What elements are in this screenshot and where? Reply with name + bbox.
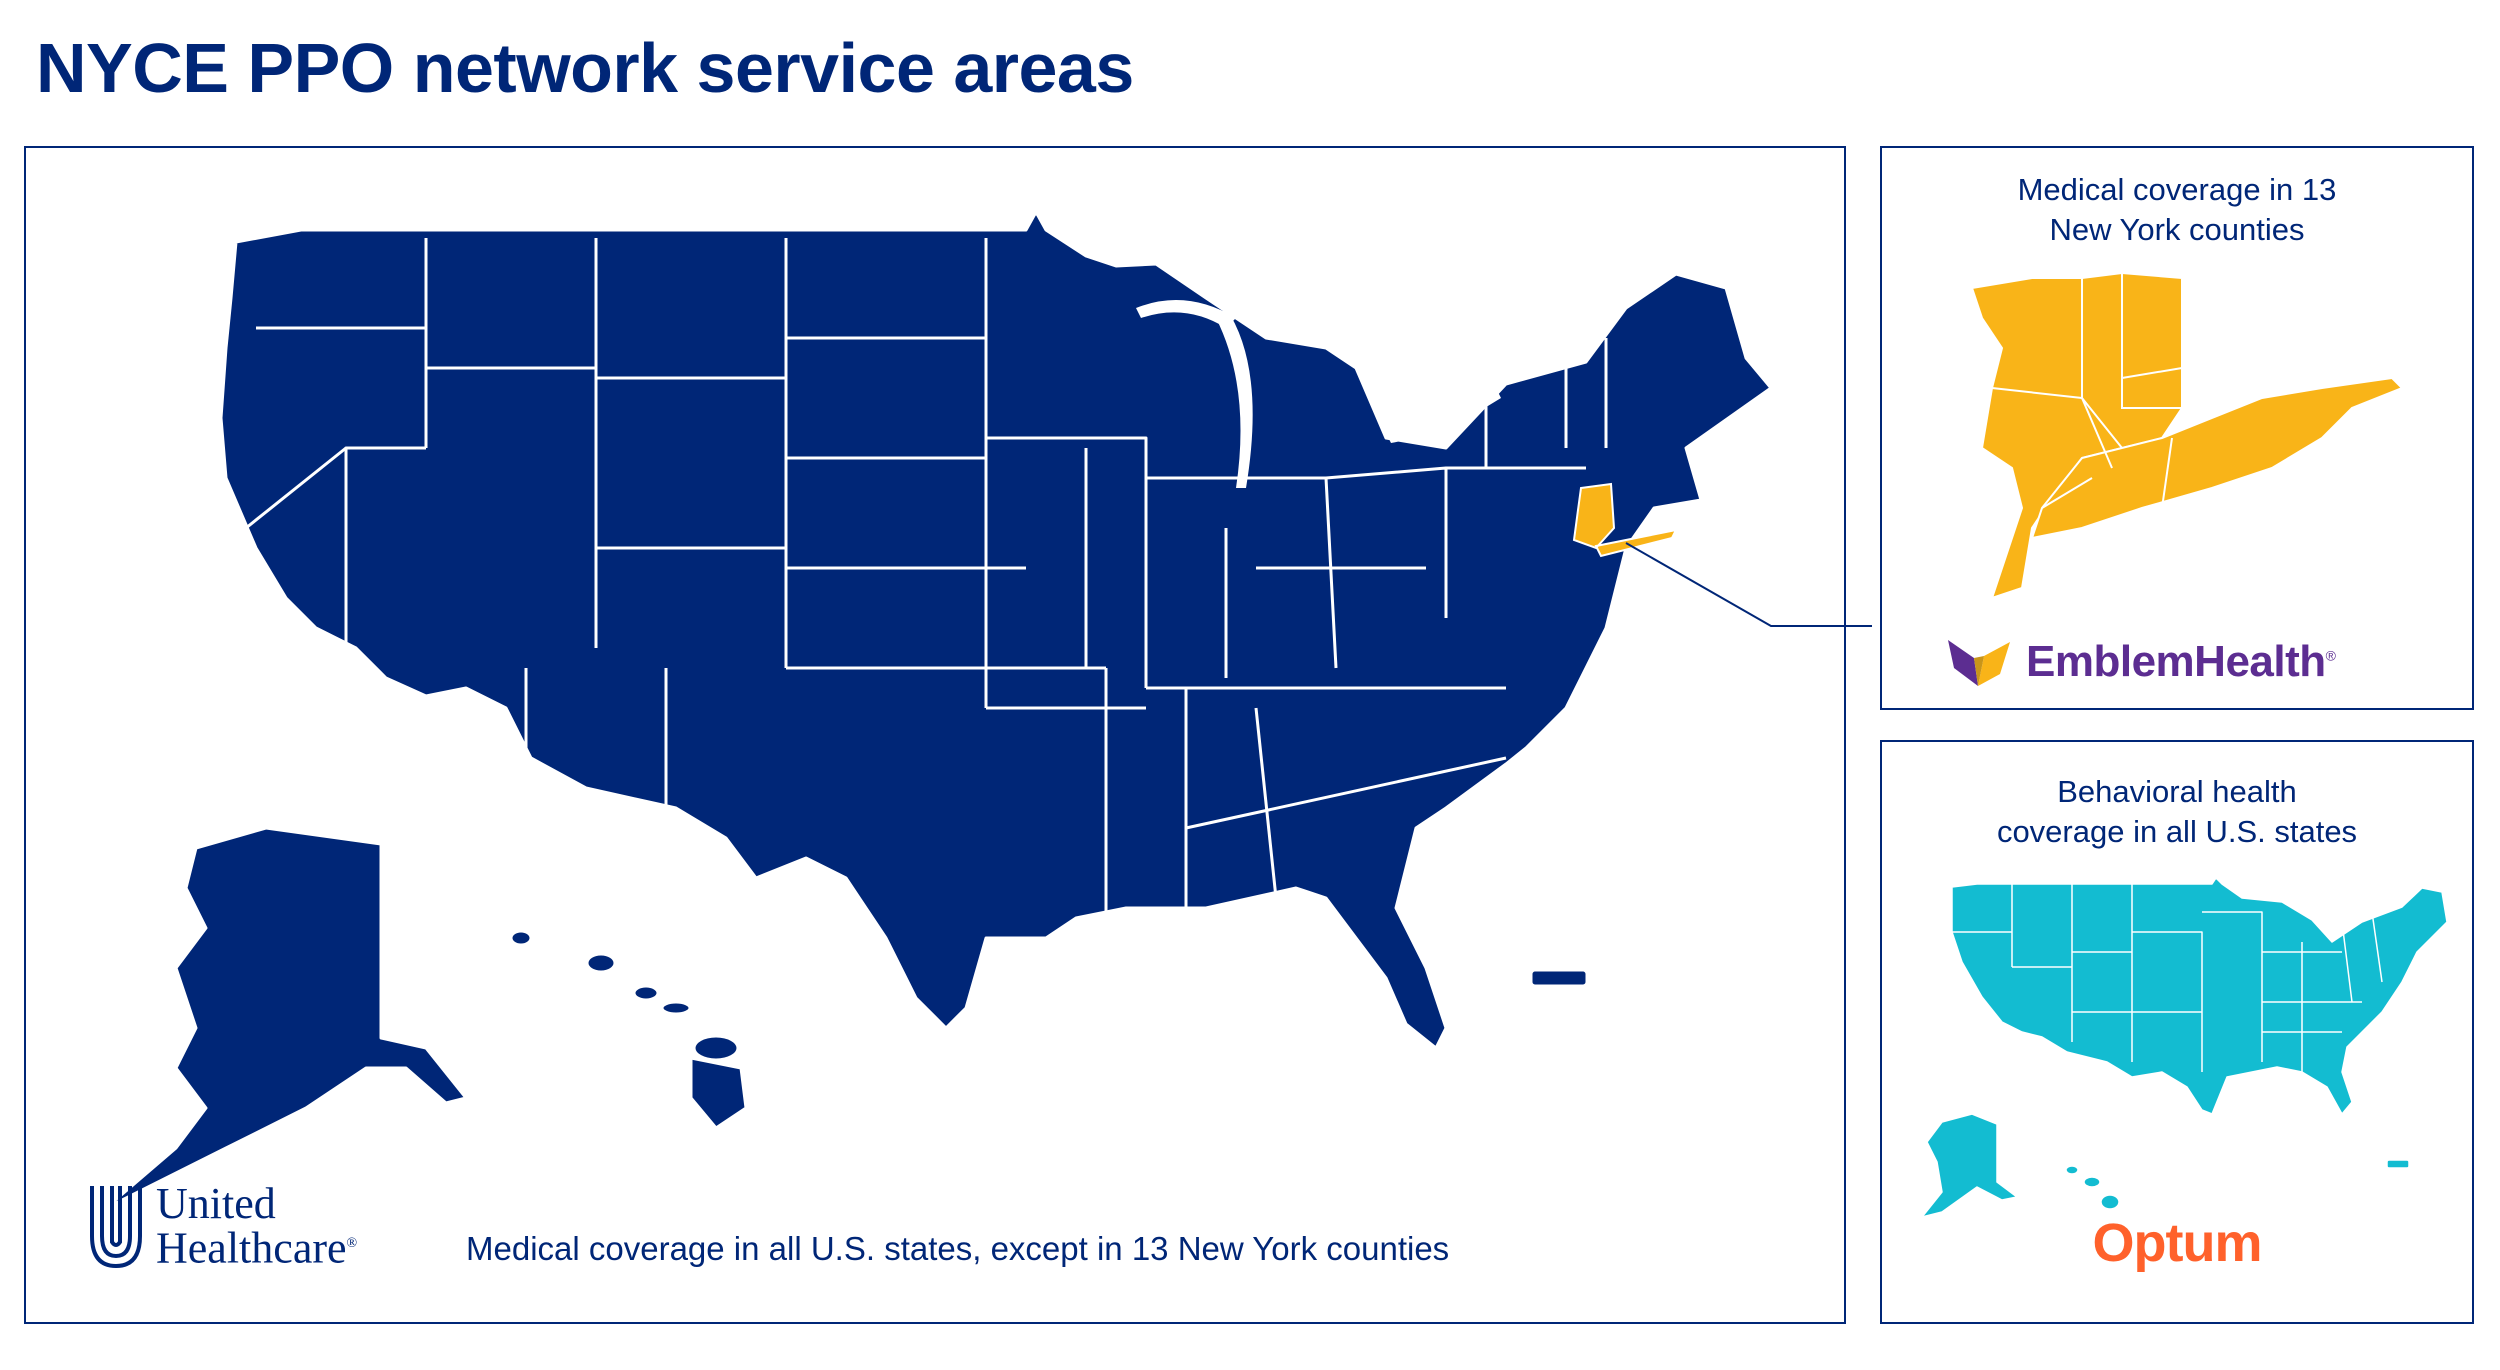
puerto-rico-shape [1529, 968, 1589, 988]
uhc-logo-line2: Healthcare [156, 1223, 347, 1273]
optum-panel: Behavioral health coverage in all U.S. s… [1880, 740, 2474, 1324]
main-map-panel: United Healthcare® Medical coverage in a… [24, 146, 1872, 1324]
state-borders [245, 238, 1608, 928]
unitedhealthcare-logo: United Healthcare® [86, 1176, 357, 1276]
uhc-logo-line1: United [156, 1178, 276, 1228]
contiguous-us-shape [219, 210, 1773, 1050]
page-title: NYCE PPO network service areas [36, 29, 1134, 107]
main-caption: Medical coverage in all U.S. states, exc… [466, 1230, 1450, 1267]
ny-counties-highlight [1572, 482, 1678, 558]
optum-logo: Optum [2092, 1213, 2263, 1273]
emblem-panel-title: Medical coverage in 13 New York counties [2017, 172, 2337, 247]
us-map-small [1921, 877, 2448, 1218]
alaska-shape [104, 826, 468, 1210]
emblem-heart-icon [1948, 640, 2010, 686]
emblemhealth-logo-mark: ® [2325, 647, 2336, 664]
ny-counties-map [1970, 271, 2404, 600]
hawaii-shapes [509, 929, 748, 1130]
uhc-logo-mark: ® [346, 1235, 358, 1251]
emblemhealth-logo: EmblemHealth® [1944, 634, 2336, 690]
uhc-u-icon [90, 1186, 142, 1269]
emblem-panel: Medical coverage in 13 New York counties… [1880, 146, 2474, 710]
us-map [104, 210, 1872, 1210]
connector-arrow-icon [1625, 542, 1872, 627]
emblemhealth-logo-text: EmblemHealth [2026, 637, 2326, 686]
optum-panel-title: Behavioral health coverage in all U.S. s… [1996, 774, 2358, 849]
